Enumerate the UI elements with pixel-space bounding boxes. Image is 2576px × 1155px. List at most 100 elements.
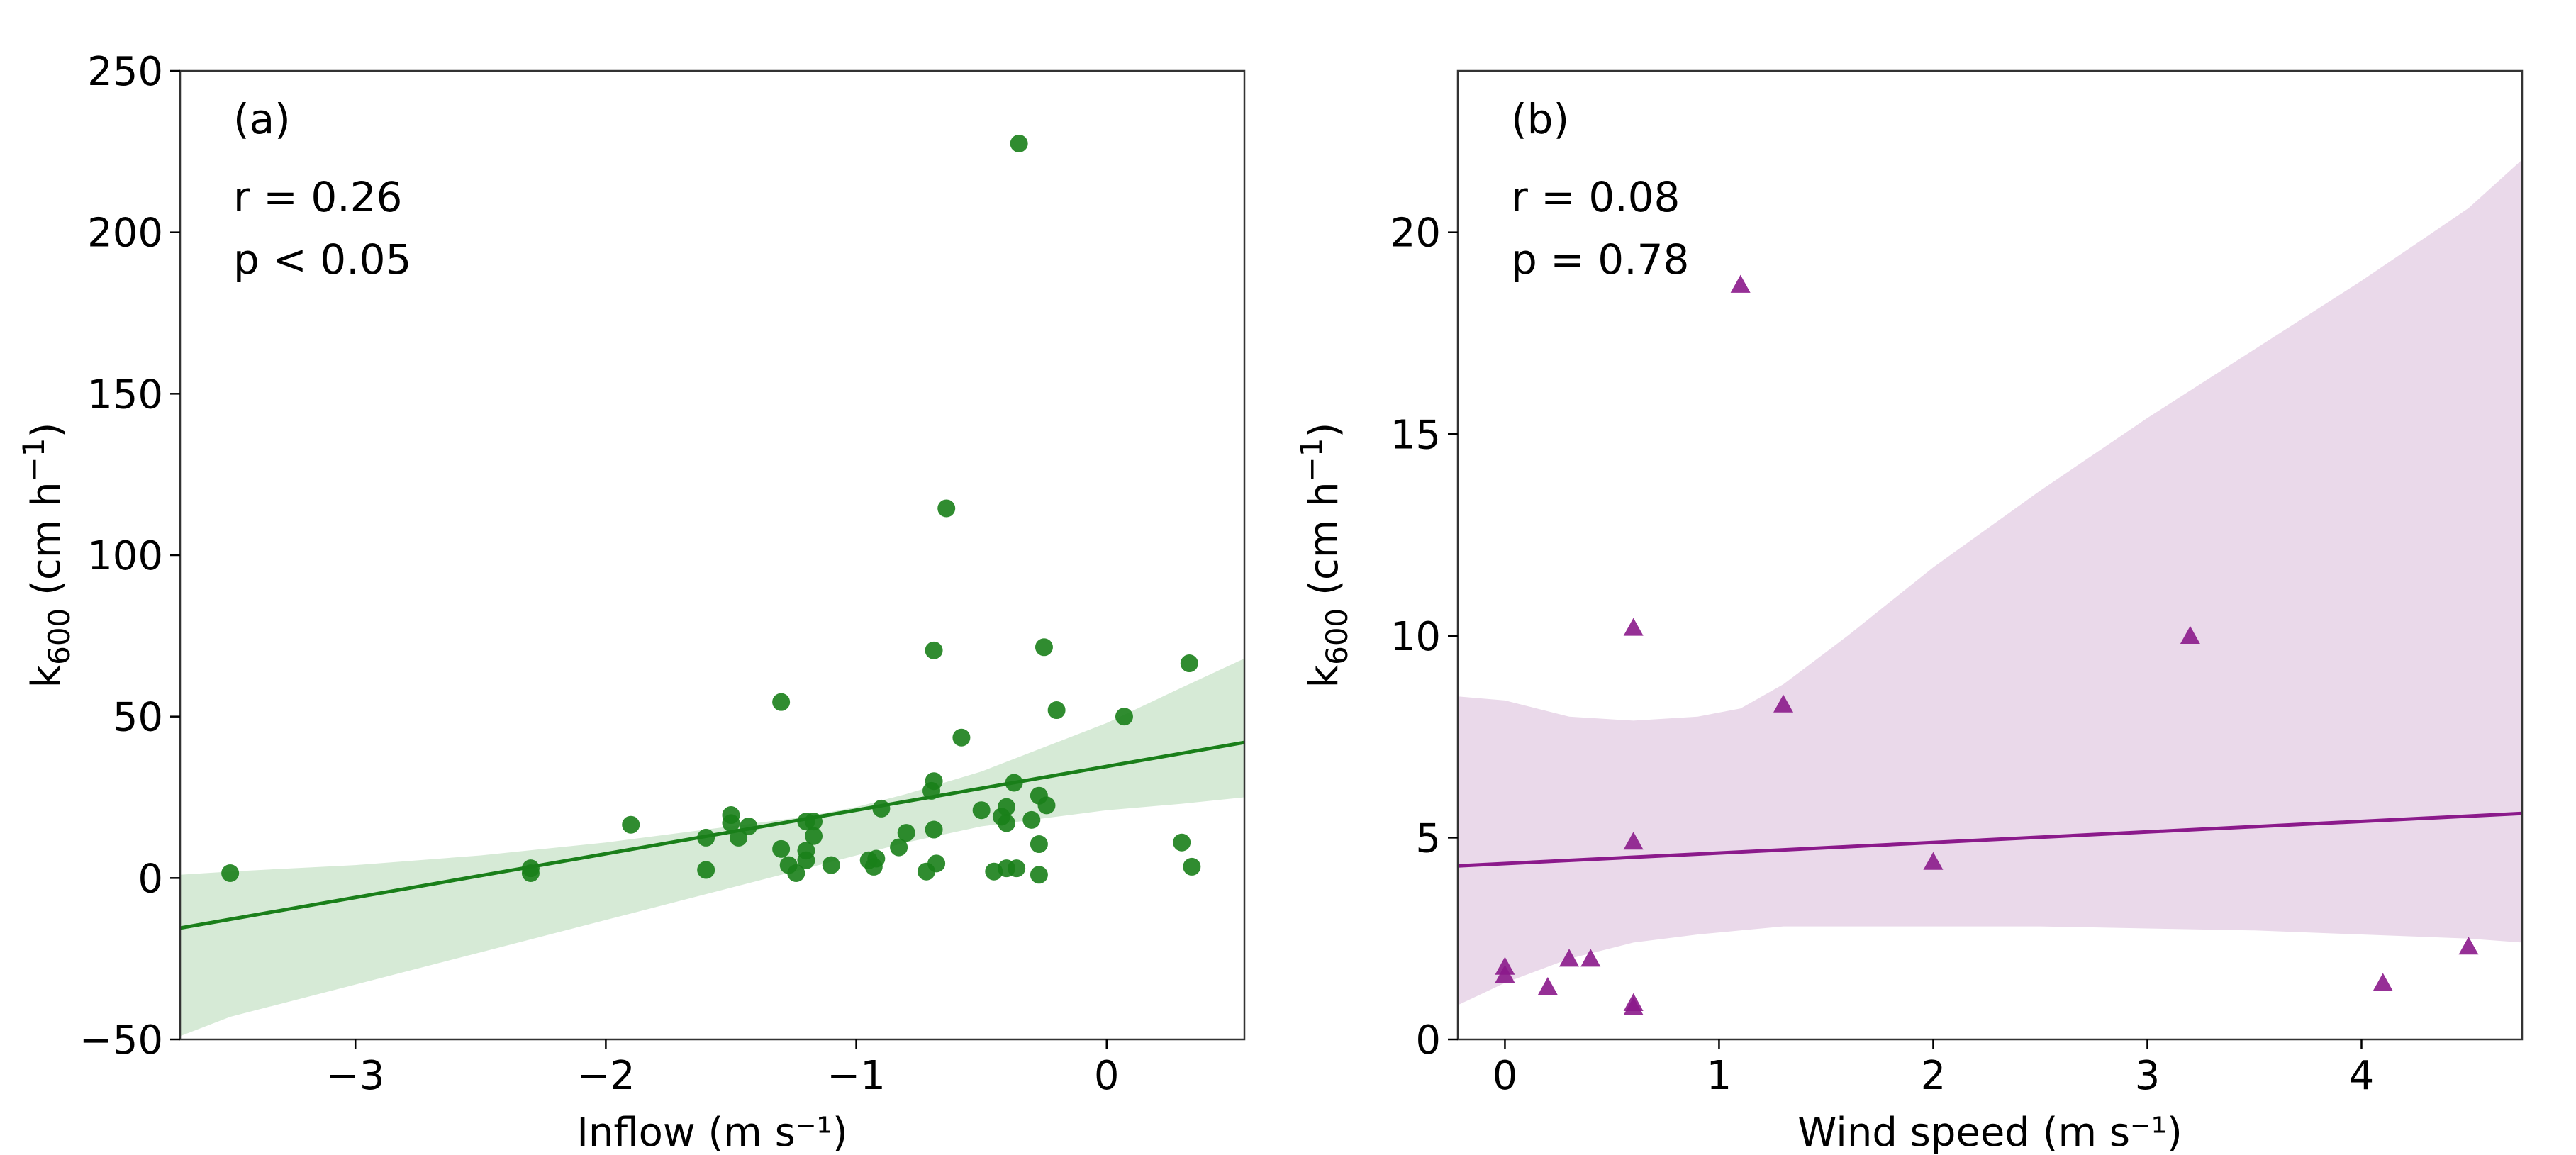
- data-point: [1580, 949, 1601, 967]
- stat-annotation: p = 0.78: [1511, 235, 1689, 284]
- data-point: [1173, 833, 1191, 852]
- x-tick-label: −2: [576, 1053, 635, 1099]
- data-point: [872, 799, 891, 818]
- data-point: [740, 817, 758, 835]
- x-tick-label: 2: [1921, 1053, 1946, 1099]
- y-tick-label: 0: [1415, 1017, 1441, 1064]
- data-point: [925, 772, 943, 791]
- plot-area: [180, 134, 1244, 1037]
- data-point: [772, 839, 791, 858]
- data-point: [2373, 973, 2393, 991]
- x-tick-label: 4: [2349, 1053, 2375, 1099]
- y-tick-label: 200: [87, 211, 163, 257]
- data-point: [1037, 796, 1056, 815]
- x-axis-title: Inflow (m s⁻¹): [576, 1110, 847, 1155]
- x-tick-label: 0: [1493, 1053, 1518, 1099]
- data-point: [1180, 654, 1198, 673]
- data-point: [697, 828, 715, 847]
- y-axis-title-rest: (cm h: [23, 481, 69, 608]
- data-point: [722, 806, 740, 825]
- x-tick-label: −1: [827, 1053, 886, 1099]
- stat-annotation: r = 0.08: [1511, 173, 1680, 221]
- data-point: [1623, 618, 1644, 636]
- data-point: [997, 814, 1015, 832]
- confidence-band: [180, 658, 1244, 1037]
- x-tick-label: 0: [1094, 1053, 1120, 1099]
- stat-annotation: p < 0.05: [233, 235, 411, 284]
- x-tick-label: −3: [326, 1053, 385, 1099]
- y-axis-title-sub: 600: [1320, 608, 1354, 665]
- data-point: [897, 824, 915, 842]
- y-tick-label: 50: [113, 695, 163, 741]
- data-point: [797, 842, 815, 860]
- stat-annotation: r = 0.26: [233, 173, 402, 221]
- data-point: [1022, 810, 1041, 829]
- data-point: [697, 861, 715, 879]
- data-point: [2180, 625, 2200, 645]
- data-point: [1773, 694, 1794, 713]
- data-point: [1923, 852, 1944, 870]
- data-point: [772, 693, 791, 711]
- y-axis-title: k600 (cm h−1): [1294, 423, 1354, 688]
- data-point: [622, 815, 640, 834]
- data-point: [1008, 859, 1026, 878]
- y-axis-title-end: ): [1301, 423, 1347, 438]
- data-point: [521, 864, 540, 883]
- y-axis-title: k600 (cm h−1): [16, 423, 77, 688]
- data-point: [822, 856, 840, 874]
- data-point: [1495, 964, 1515, 983]
- y-axis-title-rest: (cm h: [1301, 481, 1347, 608]
- y-tick-label: 0: [138, 856, 163, 902]
- data-point: [927, 854, 946, 873]
- y-axis-title-sup: −1: [1294, 438, 1329, 482]
- y-tick-label: 5: [1415, 815, 1441, 861]
- plot-area: [1458, 160, 2522, 1015]
- plot-frame: [1456, 69, 2524, 1041]
- data-point: [1047, 701, 1066, 720]
- data-point: [805, 813, 823, 831]
- y-axis-title-main: k: [23, 664, 69, 688]
- data-point: [1010, 134, 1028, 152]
- data-point: [1730, 274, 1751, 293]
- data-point: [1035, 638, 1053, 657]
- data-point: [972, 801, 991, 820]
- data-point: [1115, 708, 1133, 726]
- data-point: [925, 641, 943, 659]
- y-tick-label: 15: [1390, 412, 1441, 458]
- data-point: [1623, 997, 1644, 1015]
- data-point: [925, 820, 943, 839]
- y-axis-title-sup: −1: [16, 438, 51, 482]
- y-axis-title-sub: 600: [42, 608, 77, 665]
- x-tick-label: 1: [1707, 1053, 1732, 1099]
- data-point: [952, 728, 971, 747]
- data-point: [2458, 937, 2479, 955]
- data-point: [867, 849, 886, 868]
- x-axis-title: Wind speed (m s⁻¹): [1797, 1110, 2182, 1155]
- data-point: [1623, 832, 1644, 850]
- data-point: [937, 499, 956, 518]
- y-tick-label: −50: [79, 1017, 163, 1064]
- y-tick-label: 10: [1390, 614, 1441, 660]
- y-axis-title-main: k: [1301, 664, 1347, 688]
- y-tick-label: 250: [87, 49, 163, 95]
- data-point: [1005, 774, 1023, 792]
- y-axis-title-end: ): [23, 423, 69, 438]
- confidence-band: [1458, 160, 2522, 1005]
- data-point: [890, 838, 908, 857]
- data-point: [1559, 949, 1580, 967]
- x-tick-label: 3: [2135, 1053, 2160, 1099]
- panel-label: (a): [233, 95, 291, 143]
- data-point: [1183, 857, 1201, 876]
- panel-label: (b): [1511, 95, 1569, 143]
- data-point: [1030, 866, 1048, 884]
- data-point: [787, 864, 805, 883]
- regression-line: [1458, 811, 2522, 868]
- y-tick-label: 100: [87, 533, 163, 579]
- panel-b: 0 1 2 3 4 0 5 10 15 20 Wind speed (m s⁻¹) k600 (cm …: [1294, 69, 2524, 1155]
- data-point: [1537, 977, 1558, 995]
- panel-a: −3 −2 −1 0 −50 0 50 100 150 200 250 Inflow (m s⁻¹) k…: [16, 49, 1246, 1155]
- data-point: [221, 864, 240, 883]
- y-tick-label: 20: [1390, 211, 1441, 257]
- y-tick-label: 150: [87, 372, 163, 418]
